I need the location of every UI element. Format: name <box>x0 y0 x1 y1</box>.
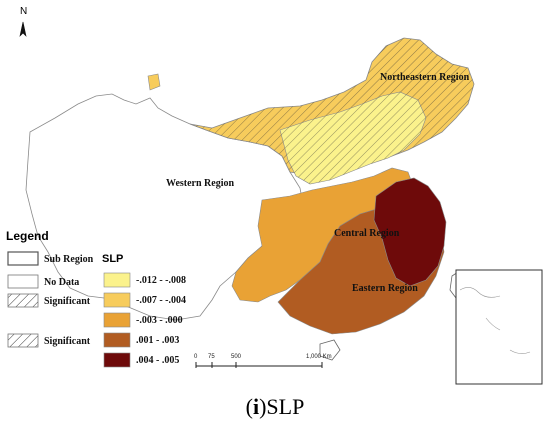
legend-significant-swatch-1 <box>7 293 39 308</box>
legend-class-swatch-2 <box>103 292 131 308</box>
caption-letter: i <box>252 394 260 419</box>
legend-class-label-4: .001 - .003 <box>136 335 180 346</box>
scale-tick-500: 500 <box>231 354 242 360</box>
legend-class-swatch-5 <box>103 352 131 368</box>
legend-slp-title: SLP <box>102 253 124 265</box>
inset-coast <box>459 287 531 354</box>
legend-class-label-2: -.007 - -.004 <box>136 295 186 306</box>
scale-tick-0: 0 <box>194 354 198 360</box>
scale-tick-75: 75 <box>208 354 215 360</box>
region-label-eastern: Eastern Region <box>352 283 418 294</box>
north-label: N <box>20 6 28 17</box>
region-label-western: Western Region <box>166 178 235 189</box>
small-west-patch <box>147 73 161 91</box>
legend-class-swatch-1 <box>103 272 131 288</box>
region-label-northeastern: Northeastern Region <box>380 72 470 83</box>
region-label-central: Central Region <box>334 228 400 239</box>
legend-sub-region-swatch <box>7 251 39 266</box>
hainan-island <box>319 339 341 361</box>
yellow-band-hatch <box>280 92 426 184</box>
legend-no-data-label: No Data <box>44 277 80 288</box>
legend-class-label-1: -.012 - -.008 <box>136 275 186 286</box>
legend-title: Legend <box>6 229 49 243</box>
caption-text: SLP <box>266 394 305 419</box>
legend-sub-region-label: Sub Region <box>44 254 94 265</box>
legend-significant-label-1: Significant <box>44 296 91 307</box>
legend-significant-swatch-2 <box>7 333 39 348</box>
figure-caption: (i)SLP <box>245 394 305 419</box>
north-arrow-icon <box>19 21 27 37</box>
legend-no-data-swatch <box>7 274 39 289</box>
scale-bar <box>195 362 323 368</box>
legend-class-swatch-3 <box>103 312 131 328</box>
scale-tick-1000: 1,000 Km <box>306 354 332 360</box>
dark-red-east-area <box>373 177 447 287</box>
south-china-sea-inset <box>455 269 543 385</box>
legend-significant-label-2: Significant <box>44 336 91 347</box>
legend-class-label-3: -.003 - .000 <box>136 315 183 326</box>
legend-class-swatch-4 <box>103 332 131 348</box>
legend-class-label-5: .004 - .005 <box>136 355 180 366</box>
